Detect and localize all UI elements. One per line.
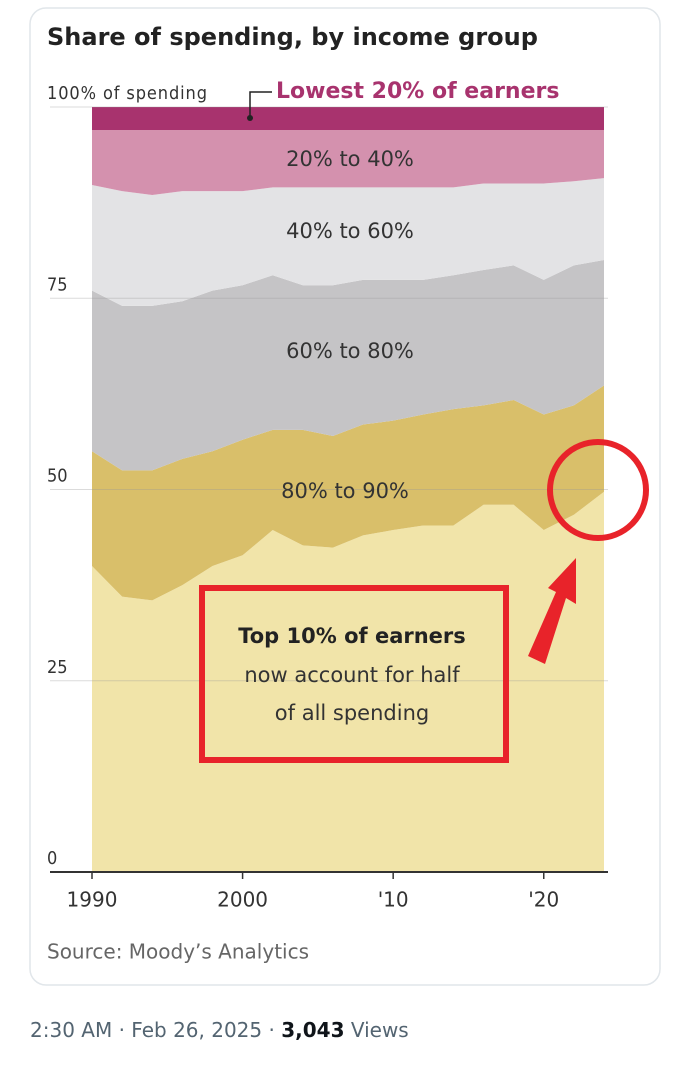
chart-title: Share of spending, by income group xyxy=(47,23,538,51)
annotation-line: of all spending xyxy=(275,701,429,725)
y-tick-label: 75 xyxy=(47,274,68,295)
separator: · xyxy=(119,1018,125,1042)
x-tick-label: 2000 xyxy=(217,888,268,912)
y-tick-label: 100% of spending xyxy=(47,83,207,104)
y-tick-label: 25 xyxy=(47,657,68,678)
series-label: Lowest 20% of earners xyxy=(276,79,559,104)
area xyxy=(92,107,604,130)
source: Source: Moody’s Analytics xyxy=(47,940,309,964)
annotation-title: Top 10% of earners xyxy=(238,624,466,648)
date: Feb 26, 2025 xyxy=(131,1018,262,1042)
series-label: 20% to 40% xyxy=(286,147,414,171)
views-count: 3,043 xyxy=(281,1018,344,1042)
y-tick-label: 0 xyxy=(47,848,57,869)
area xyxy=(92,260,604,471)
time: 2:30 AM xyxy=(30,1018,112,1042)
area xyxy=(92,385,604,601)
x-tick-label: 1990 xyxy=(67,888,118,912)
annotation-line: now account for half xyxy=(244,663,460,687)
area xyxy=(92,178,604,306)
x-tick-label: '20 xyxy=(528,888,559,912)
separator: · xyxy=(269,1018,275,1042)
tweet-meta: 2:30 AM · Feb 26, 2025 · 3,043 Views xyxy=(30,1018,409,1042)
series-label: 80% to 90% xyxy=(281,479,409,503)
area xyxy=(92,129,604,195)
callout-dot xyxy=(247,115,253,121)
x-tick-label: '10 xyxy=(378,888,409,912)
y-tick-label: 50 xyxy=(47,466,68,487)
highlight-arrow xyxy=(528,558,576,664)
views-label: Views xyxy=(351,1018,409,1042)
highlight-box xyxy=(199,585,509,763)
series-label: 60% to 80% xyxy=(286,339,414,363)
highlight-circle xyxy=(547,439,649,541)
series-label: 40% to 60% xyxy=(286,219,414,243)
plot: 0 25 50 75 100% of spending 1990 2000 '10 '20 80%… xyxy=(47,79,649,912)
callout-line xyxy=(249,91,272,118)
